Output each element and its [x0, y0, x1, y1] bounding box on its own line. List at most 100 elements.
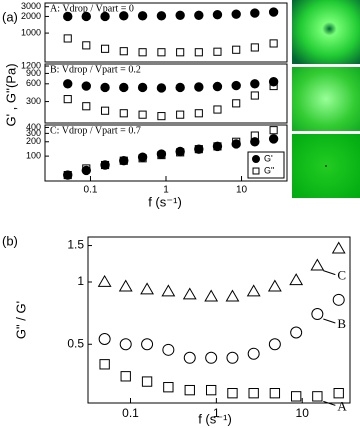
marker: [138, 154, 147, 163]
marker: [250, 8, 260, 18]
plot-frame: [87, 236, 351, 404]
legend-marker: [252, 155, 260, 163]
x-tick-label: 0.1: [84, 185, 98, 196]
marker: [137, 82, 148, 93]
marker: [290, 326, 303, 339]
panel-label: (a): [2, 9, 18, 24]
marker: [182, 287, 197, 300]
y-tick-label: 900: [26, 68, 41, 78]
y-tick-label: 1000: [21, 27, 41, 37]
x-tick-label: 10: [296, 406, 310, 420]
marker: [248, 388, 259, 399]
micrograph-dot: [325, 165, 327, 167]
marker: [100, 160, 110, 170]
x-tick-label: 10: [236, 185, 248, 196]
legend-label: G": [264, 165, 274, 175]
marker: [100, 82, 110, 93]
marker: [63, 95, 72, 104]
marker: [212, 141, 223, 152]
marker: [63, 11, 73, 22]
marker: [312, 391, 323, 402]
marker: [81, 11, 91, 22]
marker: [268, 77, 279, 87]
annotation: A: Vdrop / Vpart = 0: [50, 3, 134, 14]
marker: [250, 91, 259, 100]
marker: [98, 333, 111, 346]
marker: [226, 351, 239, 364]
marker: [204, 289, 219, 302]
marker: [119, 156, 128, 165]
marker: [138, 48, 147, 57]
marker: [81, 165, 91, 176]
y-tick-label: 0.5: [67, 336, 84, 350]
marker: [119, 109, 128, 118]
y-tick-label: 100: [26, 150, 41, 160]
marker: [119, 11, 129, 21]
marker: [231, 9, 241, 19]
y-axis-label: G" / G': [13, 301, 28, 339]
marker: [156, 83, 167, 93]
marker: [157, 151, 166, 160]
marker: [269, 81, 278, 91]
marker: [63, 170, 73, 180]
marker: [232, 45, 241, 54]
annotation-arrow: [323, 318, 336, 324]
marker: [137, 11, 148, 21]
marker: [269, 39, 278, 48]
marker: [268, 134, 279, 144]
y-tick-label: 1.5: [67, 238, 84, 252]
marker: [118, 279, 133, 292]
marker: [63, 34, 72, 43]
marker: [232, 137, 241, 146]
y-tick-label: 400: [26, 122, 41, 132]
marker: [213, 142, 222, 151]
annotation-arrow: [323, 400, 336, 406]
marker: [82, 41, 91, 50]
x-tick-label: 0.1: [122, 406, 139, 420]
marker: [250, 137, 260, 147]
marker: [232, 99, 241, 108]
x-axis-label: f (s⁻¹): [198, 411, 232, 426]
y-tick-label: 200: [26, 136, 41, 146]
x-axis-label: f (s⁻¹): [148, 194, 182, 209]
marker: [157, 112, 166, 121]
y-tick-label: 600: [26, 78, 41, 88]
marker: [269, 126, 278, 135]
x-tick-label: 1: [213, 406, 220, 420]
marker: [138, 110, 147, 119]
marker: [289, 273, 304, 286]
marker: [205, 351, 218, 364]
panel-label: (b): [2, 233, 18, 248]
series-annotation: A: [337, 398, 347, 413]
marker: [269, 388, 281, 399]
marker: [194, 10, 204, 20]
marker: [290, 391, 302, 402]
marker: [310, 258, 325, 271]
marker: [162, 343, 175, 356]
marker: [250, 131, 259, 140]
marker: [141, 376, 153, 387]
marker: [205, 384, 217, 396]
marker: [212, 10, 223, 20]
marker: [100, 11, 110, 22]
y-tick-label: 2000: [21, 11, 41, 21]
marker: [119, 338, 132, 351]
marker: [268, 338, 281, 351]
marker: [212, 81, 223, 92]
legend-marker: [252, 167, 260, 175]
series-annotation: C: [337, 268, 346, 283]
marker: [176, 148, 185, 157]
marker: [119, 82, 129, 93]
marker: [250, 43, 259, 52]
y-tick-label: 1200: [21, 60, 41, 70]
marker: [250, 79, 260, 89]
marker: [194, 145, 203, 154]
marker: [100, 106, 110, 115]
y-tick-label: 3000: [21, 1, 41, 11]
y-tick-label: 300: [26, 128, 41, 138]
marker: [176, 110, 185, 119]
marker: [163, 382, 174, 393]
marker: [156, 11, 167, 21]
marker: [119, 47, 128, 56]
